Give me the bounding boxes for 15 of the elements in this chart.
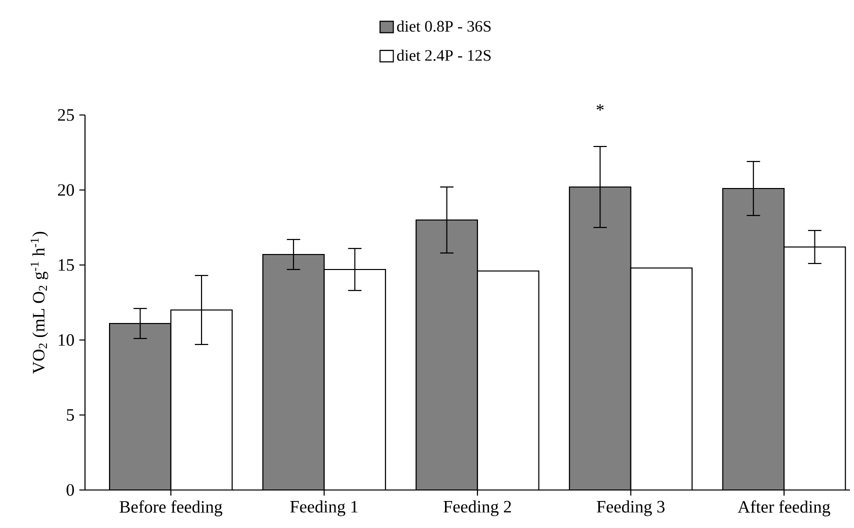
- x-tick-label: Feeding 1: [290, 500, 358, 516]
- y-tick-label: 10: [58, 334, 74, 346]
- text: *: [596, 104, 604, 111]
- legend-label: diet 2.4P - 12S: [397, 50, 491, 61]
- text: VO$_{2}$ (mL O$_{2}$ g$^{-1}$ h$^{-1}$): [30, 232, 48, 374]
- y-tick-label: 5: [66, 409, 74, 421]
- x-tick-label: Before feeding: [120, 500, 222, 516]
- x-tick-label: After feeding: [738, 500, 830, 516]
- y-tick-label: 25: [58, 109, 74, 121]
- x-tick-label: Feeding 3: [596, 500, 665, 516]
- y-tick-label: 15: [58, 259, 74, 271]
- x-tick-label: Feeding 2: [444, 500, 511, 516]
- y-tick-label: 20: [58, 184, 74, 196]
- y-tick-label: 0: [66, 484, 74, 496]
- legend-label: diet 0.8P - 36S: [397, 20, 491, 32]
